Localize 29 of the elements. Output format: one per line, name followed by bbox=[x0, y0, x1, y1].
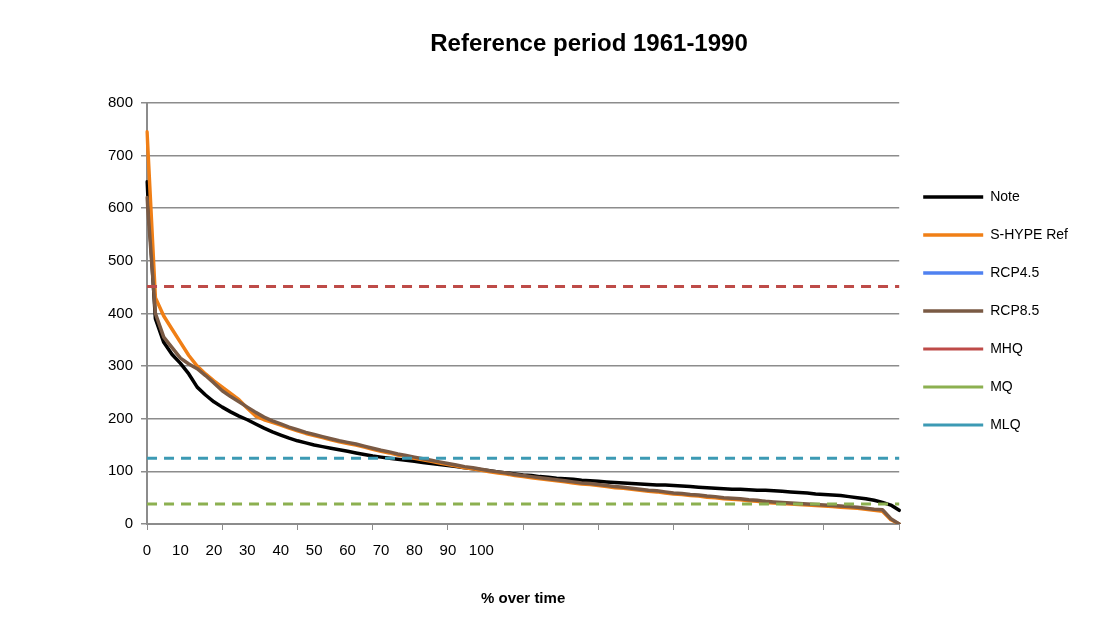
legend-label: S-HYPE Ref bbox=[990, 225, 1069, 242]
legend-label: MHQ bbox=[990, 339, 1023, 356]
x-tick-label: 20 bbox=[205, 541, 223, 559]
legend-label: Note bbox=[990, 187, 1020, 204]
x-tick-label: 10 bbox=[172, 541, 189, 559]
legend-label: RCP8.5 bbox=[990, 301, 1040, 318]
x-tick-label: 70 bbox=[372, 541, 390, 559]
x-tick-label: 90 bbox=[439, 541, 457, 559]
legend-label: RCP4.5 bbox=[990, 263, 1040, 280]
x-tick-label: 50 bbox=[305, 541, 323, 559]
legend-label: MLQ bbox=[990, 415, 1021, 432]
y-tick-label: 300 bbox=[108, 356, 134, 374]
x-tick-label: 30 bbox=[238, 541, 256, 559]
chart-title: Reference period 1961-1990 bbox=[430, 29, 748, 57]
x-tick-label: 80 bbox=[406, 541, 423, 559]
y-tick-label: 800 bbox=[108, 92, 134, 110]
x-axis-title: % over time bbox=[481, 589, 566, 607]
x-tick-label: 100 bbox=[468, 541, 494, 559]
y-tick-label: 400 bbox=[108, 303, 134, 321]
y-tick-label: 700 bbox=[108, 145, 134, 163]
x-tick-label: 60 bbox=[339, 541, 356, 559]
x-tick-label: 0 bbox=[142, 541, 152, 559]
y-tick-label: 100 bbox=[108, 461, 134, 479]
y-tick-label: 600 bbox=[108, 198, 134, 216]
y-tick-label: 200 bbox=[108, 408, 134, 426]
y-tick-label: 500 bbox=[108, 250, 134, 268]
x-tick-label: 40 bbox=[272, 541, 290, 559]
legend-label: MQ bbox=[990, 377, 1013, 394]
y-tick-label: 0 bbox=[124, 514, 134, 532]
